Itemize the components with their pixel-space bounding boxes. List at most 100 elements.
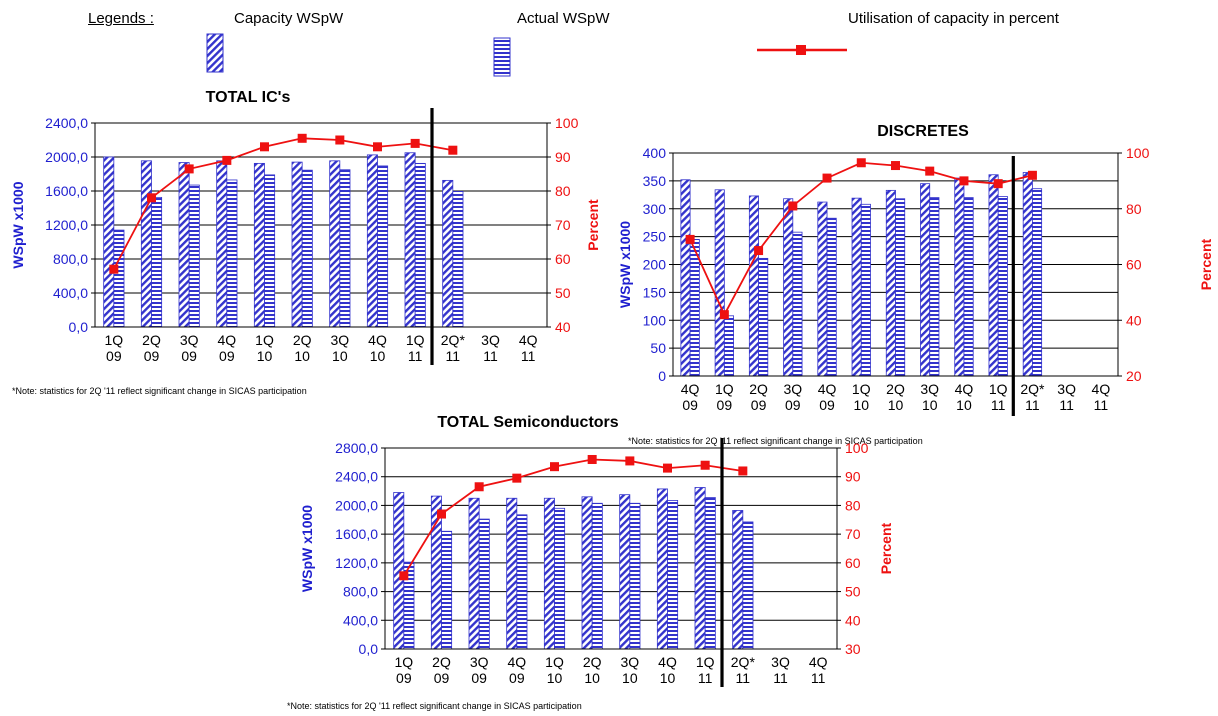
- y-tick-label: 50: [650, 340, 666, 356]
- legend-utilisation-label: Utilisation of capacity in percent: [848, 10, 1059, 27]
- y2-tick-label: 40: [1126, 312, 1142, 328]
- y2-tick-label: 90: [845, 469, 861, 485]
- capacity-bar: [140, 160, 152, 328]
- utilisation-point: [410, 138, 420, 148]
- legend-swatches: [206, 33, 847, 77]
- x-tick-label: 4Q: [217, 332, 236, 348]
- utilisation-point: [222, 155, 232, 165]
- y2-axis-label: Percent: [1198, 238, 1214, 290]
- y-tick-label: 1200,0: [335, 555, 378, 571]
- chart-title: TOTAL Semiconductors: [437, 414, 618, 431]
- note-discretes: *Note: statistics for 2Q '11 reflect sig…: [628, 436, 923, 446]
- chart-total-ics: 0,0 400,0 800,0 1200,0 1600,0 2000,0 2400,0 40 5…: [10, 89, 601, 365]
- x-tick-label-year: 10: [257, 348, 273, 364]
- actual-bar: [929, 197, 940, 377]
- x-tick-label-year: 09: [819, 397, 835, 413]
- x-tick-label: 1Q: [715, 381, 734, 397]
- actual-bar: [151, 196, 163, 328]
- utilisation-point: [625, 456, 635, 466]
- x-tick-label: 3Q: [620, 654, 639, 670]
- y-tick-label: 200: [643, 257, 667, 273]
- x-tick-label-year: 11: [698, 670, 713, 686]
- actual-bar: [723, 315, 734, 377]
- x-tick-label: 3Q: [783, 381, 802, 397]
- capacity-bar: [393, 492, 405, 650]
- capacity-bar: [714, 189, 725, 377]
- x-tick-label-year: 09: [106, 348, 122, 364]
- utilisation-point: [399, 571, 409, 581]
- utilisation-line: [403, 458, 743, 577]
- capacity-bar: [694, 487, 706, 650]
- x-tick-label-year: 10: [660, 670, 676, 686]
- x-tick-label-year: 10: [922, 397, 938, 413]
- x-tick-label: 2Q: [749, 381, 768, 397]
- x-tick-label: 4Q: [809, 654, 828, 670]
- actual-bar: [554, 507, 566, 650]
- x-tick-label: 4Q: [818, 381, 837, 397]
- capacity-bar: [366, 154, 378, 328]
- actual-bar: [895, 198, 906, 377]
- x-tick-label-year: 09: [434, 670, 450, 686]
- actual-bar: [516, 514, 528, 650]
- y-tick-label: 0,0: [359, 641, 379, 657]
- x-tick-label-year: 09: [509, 670, 525, 686]
- x-tick-label-year: 11: [1059, 397, 1074, 413]
- capacity-bar: [329, 160, 341, 328]
- y2-tick-label: 20: [1126, 368, 1142, 384]
- x-tick-label: 1Q: [852, 381, 871, 397]
- x-tick-label: 2Q*: [1020, 381, 1045, 397]
- y2-tick-label: 100: [1126, 145, 1150, 161]
- y2-axis-label: Percent: [585, 199, 601, 251]
- x-tick-label-year: 10: [547, 670, 563, 686]
- x-tick-label-year: 09: [219, 348, 235, 364]
- utilisation-point: [297, 133, 307, 143]
- capacity-bar: [581, 496, 593, 650]
- capacity-bar: [291, 161, 303, 328]
- y-tick-label: 2000,0: [335, 497, 378, 513]
- y2-axis-label: Percent: [878, 522, 894, 574]
- x-tick-label-year: 11: [1094, 397, 1109, 413]
- y-tick-label: 0: [658, 368, 666, 384]
- utilisation-point: [550, 462, 559, 472]
- y-tick-label: 250: [643, 229, 667, 245]
- x-tick-label: 2Q: [583, 654, 602, 670]
- actual-bar: [591, 502, 603, 650]
- y-tick-label: 150: [643, 284, 667, 300]
- x-tick-label-year: 09: [785, 397, 801, 413]
- y-axis-label: WSpW x1000: [10, 181, 26, 268]
- capacity-bar: [430, 495, 442, 650]
- y2-tick-label: 70: [555, 217, 571, 233]
- actual-bar: [441, 530, 453, 650]
- capacity-bar: [656, 488, 668, 650]
- x-tick-label: 2Q*: [441, 332, 466, 348]
- y2-tick-label: 80: [555, 183, 571, 199]
- utilisation-point: [474, 482, 484, 492]
- y-tick-label: 300: [643, 201, 667, 217]
- utilisation-point: [1027, 170, 1037, 180]
- x-tick-label: 4Q: [368, 332, 387, 348]
- y2-tick-label: 30: [845, 641, 861, 657]
- x-tick-label-year: 09: [181, 348, 197, 364]
- actual-bar: [264, 174, 276, 328]
- legend-actual-label: Actual WSpW: [517, 10, 610, 27]
- utilisation-point: [891, 161, 900, 171]
- capacity-bar: [253, 162, 265, 328]
- utilisation-point: [184, 164, 194, 174]
- y-tick-label: 1600,0: [335, 526, 378, 542]
- y-tick-label: 400,0: [53, 285, 88, 301]
- legend-heading: Legends :: [88, 10, 154, 27]
- plot-frame: [94, 122, 548, 328]
- actual-bar: [704, 497, 716, 650]
- x-tick-label-year: 11: [736, 670, 751, 686]
- x-tick-label: 2Q: [293, 332, 312, 348]
- utilisation-point: [109, 264, 119, 274]
- x-tick-label-year: 09: [717, 397, 733, 413]
- x-tick-label-year: 10: [332, 348, 348, 364]
- capacity-bar: [1022, 172, 1033, 377]
- x-tick-label-year: 11: [408, 348, 423, 364]
- y-tick-label: 2000,0: [45, 149, 88, 165]
- y2-tick-label: 100: [845, 440, 869, 456]
- y2-tick-label: 50: [555, 285, 571, 301]
- capacity-bar: [216, 160, 228, 328]
- actual-bar: [113, 229, 125, 328]
